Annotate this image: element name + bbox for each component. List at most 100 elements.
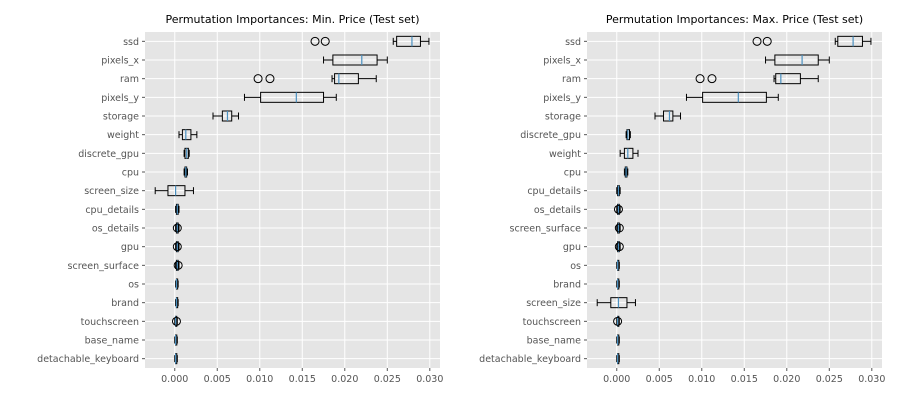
- y-tick-label: os_details: [534, 205, 581, 216]
- box-iqr: [260, 91, 325, 103]
- plot-background: [587, 32, 882, 368]
- x-tick-label: 0.030: [858, 374, 885, 385]
- outlier-point: [613, 204, 623, 214]
- box-gpu: [172, 241, 182, 253]
- x-tick-label: 0.000: [161, 374, 188, 385]
- box-cpu_details: [616, 185, 621, 197]
- outlier-point: [707, 74, 717, 84]
- box-iqr: [623, 147, 634, 159]
- box-screen_surface: [614, 222, 624, 234]
- outlier-point: [613, 316, 623, 326]
- outlier-point: [320, 36, 330, 46]
- outlier-point: [762, 36, 772, 46]
- outlier-point: [310, 36, 320, 46]
- x-tick-label: 0.020: [331, 374, 358, 385]
- y-tick-label: discrete_gpu: [520, 130, 581, 141]
- box-ssd: [310, 35, 430, 47]
- box-iqr: [775, 73, 801, 85]
- chart-title: Permutation Importances: Min. Price (Tes…: [165, 13, 419, 26]
- x-tick-label: 0.015: [731, 374, 758, 385]
- y-tick-label: brand: [553, 280, 581, 291]
- x-tick-label: 0.005: [646, 374, 673, 385]
- x-tick-label: 0.030: [416, 374, 443, 385]
- chart-max-price: 0.000 0.005 0.010 0.015 0.020 0.025 0.030 ssd pi…: [479, 13, 885, 385]
- box-iqr: [167, 185, 186, 197]
- chart-min-price: 0.000 0.005 0.010 0.015 0.020 0.025 0.030 ssd pi…: [37, 13, 443, 385]
- y-tick-label: detachable_keyboard: [37, 354, 139, 365]
- outlier-point: [752, 36, 762, 46]
- box-weight: [619, 147, 639, 159]
- y-tick-label: cpu: [122, 168, 139, 179]
- box-storage: [654, 110, 682, 122]
- box-screen_size: [596, 297, 636, 309]
- box-brand: [616, 278, 620, 290]
- box-gpu: [614, 241, 624, 253]
- y-tick-label: touchscreen: [81, 317, 139, 328]
- y-tick-label: storage: [103, 112, 139, 123]
- box-weight: [178, 129, 198, 141]
- box-iqr: [181, 129, 192, 141]
- x-tick-label: 0.010: [246, 374, 273, 385]
- y-tick-label: cpu_details: [85, 205, 139, 216]
- box-ram: [253, 73, 377, 85]
- box-discrete_gpu: [625, 129, 631, 141]
- box-cpu: [623, 166, 629, 178]
- box-iqr: [396, 35, 421, 47]
- y-tick-label: base_name: [527, 336, 581, 347]
- outlier-point: [695, 74, 705, 84]
- y-tick-label: pixels_x: [543, 56, 581, 67]
- y-tick-label: weight: [107, 130, 139, 141]
- box-cpu: [183, 166, 189, 178]
- box-pixels_x: [765, 54, 830, 66]
- y-tick-label: screen_surface: [68, 261, 140, 272]
- box-iqr: [334, 73, 359, 85]
- y-tick-label: cpu_details: [527, 186, 581, 197]
- box-ram: [695, 73, 819, 85]
- outlier-point: [253, 74, 263, 84]
- y-tick-label: pixels_y: [101, 93, 139, 104]
- outlier-point: [614, 242, 624, 252]
- x-tick-label: 0.015: [289, 374, 316, 385]
- y-tick-label: ram: [120, 74, 139, 85]
- y-tick-label: storage: [545, 112, 581, 123]
- y-tick-label: screen_size: [84, 186, 139, 197]
- y-tick-label: os: [570, 261, 581, 272]
- box-screen_size: [154, 185, 194, 197]
- x-tick-label: 0.010: [688, 374, 715, 385]
- y-tick-label: pixels_x: [101, 56, 139, 67]
- y-tick-label: weight: [549, 149, 581, 160]
- box-iqr: [663, 110, 674, 122]
- box-base_name: [616, 334, 620, 346]
- box-ssd: [752, 35, 872, 47]
- x-tick-label: 0.025: [816, 374, 843, 385]
- box-os_details: [613, 203, 623, 215]
- outlier-point: [172, 242, 182, 252]
- y-tick-label: gpu: [563, 242, 581, 253]
- y-tick-label: cpu: [564, 168, 581, 179]
- box-touchscreen: [171, 315, 181, 327]
- box-brand: [175, 297, 179, 309]
- box-detachable_keyboard: [174, 353, 178, 365]
- box-iqr: [332, 54, 378, 66]
- y-tick-label: gpu: [121, 242, 139, 253]
- x-tick-label: 0.020: [773, 374, 800, 385]
- y-tick-label: brand: [111, 298, 139, 309]
- chart-title: Permutation Importances: Max. Price (Tes…: [606, 13, 863, 26]
- box-cpu_details: [175, 203, 180, 215]
- y-tick-label: pixels_y: [543, 93, 581, 104]
- y-tick-label: ram: [562, 74, 581, 85]
- y-tick-label: detachable_keyboard: [479, 354, 581, 365]
- plot-background: [145, 32, 440, 368]
- outlier-point: [173, 260, 183, 270]
- x-tick-label: 0.005: [204, 374, 231, 385]
- box-os_details: [172, 222, 182, 234]
- box-iqr: [774, 54, 819, 66]
- box-screen_surface: [173, 259, 183, 271]
- x-tick-label: 0.000: [603, 374, 630, 385]
- box-detachable_keyboard: [616, 353, 620, 365]
- y-tick-label: os: [128, 280, 139, 291]
- box-pixels_y: [685, 91, 779, 103]
- y-tick-label: base_name: [85, 336, 139, 347]
- box-iqr: [702, 91, 767, 103]
